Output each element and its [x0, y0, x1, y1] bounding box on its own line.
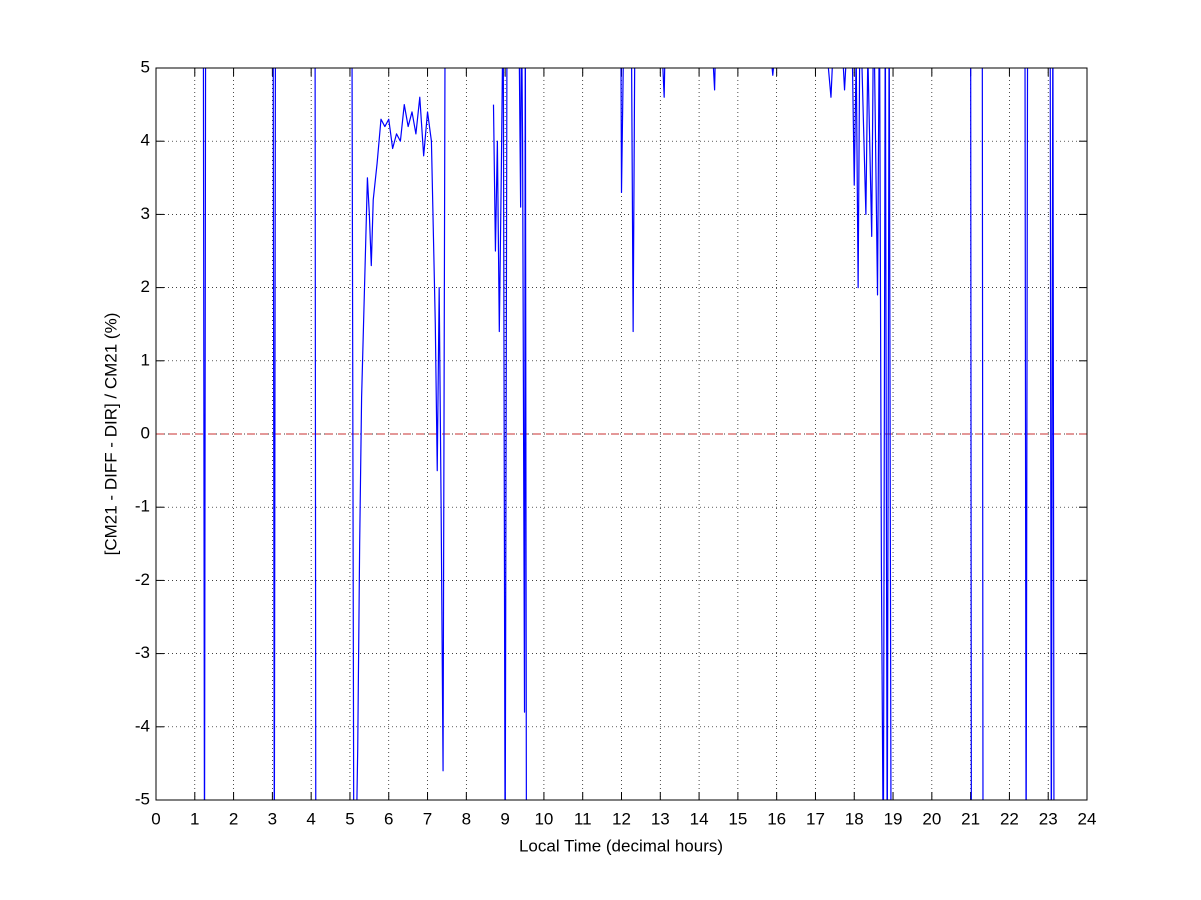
x-tick-label: 17	[806, 809, 825, 828]
x-tick-label: 5	[345, 809, 354, 828]
axes-box	[155, 67, 1088, 801]
x-tick-label: 10	[534, 809, 553, 828]
x-tick-label: 21	[961, 809, 980, 828]
x-tick-label: 2	[229, 809, 238, 828]
x-tick-label: 19	[884, 809, 903, 828]
x-axis-label: Local Time (decimal hours)	[519, 836, 723, 855]
x-tick-label: 9	[500, 809, 509, 828]
y-tick-label: 2	[141, 277, 150, 296]
x-tick-label: 14	[690, 809, 709, 828]
y-tick-label: -2	[135, 570, 150, 589]
y-tick-label: -5	[135, 789, 150, 808]
x-tick-label: 6	[384, 809, 393, 828]
data-line	[202, 68, 1055, 800]
x-tick-label: 24	[1078, 809, 1097, 828]
y-tick-label: 1	[141, 350, 150, 369]
plot-content	[156, 68, 1087, 800]
y-tick-label: -4	[135, 716, 150, 735]
y-tick-label: 0	[141, 423, 150, 442]
y-tick-label: -1	[135, 497, 150, 516]
x-tick-label: 0	[151, 809, 160, 828]
x-tick-label: 3	[268, 809, 277, 828]
x-tick-label: 11	[574, 809, 592, 828]
y-tick-label: 3	[141, 204, 150, 223]
y-tick-label: 4	[141, 131, 150, 150]
y-tick-label: -3	[135, 643, 150, 662]
x-tick-label: 7	[423, 809, 432, 828]
y-axis-label: [CM21 - DIFF - DIR] / CM21 (%)	[101, 313, 120, 556]
x-tick-label: 20	[922, 809, 941, 828]
x-tick-label: 16	[767, 809, 786, 828]
x-tick-label: 23	[1039, 809, 1058, 828]
y-tick-label: 5	[141, 57, 150, 76]
x-tick-label: 4	[306, 809, 315, 828]
x-tick-label: 22	[1000, 809, 1019, 828]
x-tick-label: 13	[651, 809, 670, 828]
x-tick-label: 12	[612, 809, 631, 828]
x-tick-label: 1	[190, 809, 199, 828]
x-tick-label: 18	[845, 809, 864, 828]
x-tick-label: 15	[728, 809, 747, 828]
x-tick-label: 8	[462, 809, 471, 828]
